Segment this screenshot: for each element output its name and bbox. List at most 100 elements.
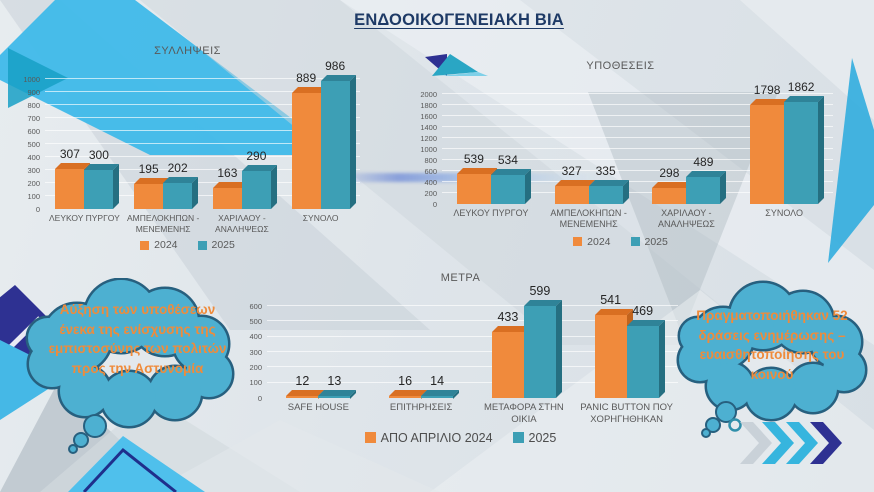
value-label: 13: [327, 373, 342, 388]
funnel-triangle-decor: [588, 92, 778, 335]
legend-label: 2025: [644, 235, 668, 248]
bar-group: 16 14: [370, 306, 473, 398]
value-label: 889: [296, 71, 317, 86]
legend-label: 2025: [528, 430, 557, 445]
value-label: 986: [325, 58, 346, 73]
teal-triangle-decor: [8, 48, 68, 108]
value-label: 1798: [753, 83, 781, 98]
chevron-cyan-icon: [762, 422, 794, 464]
plot-area: 12 13 16 14 433 599 541 469: [267, 284, 678, 398]
category-label: ΛΕΥΚΟΥ ΠΥΡΓΟΥ: [453, 208, 529, 218]
bar-group: 541 469: [575, 293, 678, 398]
legend-swatch: [364, 432, 376, 444]
legend-swatch: [140, 240, 150, 250]
cyan-mountain-decor: [68, 436, 205, 492]
y-tick-label: 600: [27, 126, 40, 136]
value-label: 202: [167, 160, 188, 175]
bar-2024: 298: [652, 166, 693, 204]
bar-2025: 599: [523, 284, 562, 398]
callout-left-text: Αύξηση των υποθέσεων ένεκα της ενίσχυσης…: [48, 302, 227, 376]
value-label: 539: [463, 152, 484, 167]
legend-label: 2025: [211, 239, 235, 252]
y-tick-label: 0: [432, 199, 437, 209]
thought-cloud-icon: [25, 277, 235, 454]
value-label: 14: [430, 373, 445, 388]
value-label: 534: [497, 152, 518, 167]
plot-area: 307 300 195 202 163 290 889 986: [45, 59, 360, 209]
legend-swatch: [573, 237, 583, 246]
page-title: ΕΝΔΟΟΙΚΟΓΕΝΕΙΑΚΗ ΒΙΑ: [354, 11, 564, 29]
cyan-band-decor: [0, 0, 340, 155]
y-tick-label: 1400: [420, 122, 437, 132]
y-tick-label: 100: [249, 377, 262, 387]
bar-2024: 327: [554, 164, 595, 204]
bar-group: 433 599: [473, 284, 576, 398]
bar-2024: 163: [212, 166, 248, 209]
legend-swatch: [512, 432, 524, 444]
y-axis: 0 100 200 300 400 500 600 700 800 900 1000: [15, 75, 45, 212]
thought-cloud-right: [668, 280, 868, 445]
bar-απο-απριλιο-2024: 12: [286, 374, 325, 398]
bar-2025: 489: [686, 155, 727, 204]
gridlines: [442, 93, 833, 204]
chart-measures: ΜΕΤΡΑ 0 100 200 300 400 500 600 12 13 16 14 433 599…: [243, 272, 678, 470]
category-label: ΧΑΡΙΛΑΟΥ - ΑΝΑΛΗΨΕΩΣ: [657, 208, 715, 230]
faint-mountain-decor: [150, 420, 440, 492]
bar-απο-απριλιο-2024: 16: [389, 374, 428, 398]
y-tick-label: 300: [249, 347, 262, 357]
category-label: SAFE HOUSE: [287, 402, 349, 413]
bar-2025: 1862: [784, 80, 825, 204]
value-label: 298: [659, 165, 680, 180]
category-label: ΜΕΤΑΦΟΡΑ ΣΤΗΝ ΟΙΚΙΑ: [483, 402, 564, 425]
y-axis: 0 100 200 300 400 500 600: [243, 302, 267, 401]
value-label: 489: [693, 155, 714, 170]
thought-cloud-icon: [676, 280, 868, 438]
legend: 2024 2025: [15, 239, 360, 251]
category-label: ΛΕΥΚΟΥ ΠΥΡΓΟΥ: [48, 213, 120, 223]
legend-item: 2025: [197, 239, 235, 252]
paper-plane-icon: [425, 54, 488, 76]
chart-title: ΣΥΛΛΗΨΕΙΣ: [154, 45, 221, 57]
legend-item: 2025: [512, 430, 557, 445]
value-label: 1862: [787, 79, 815, 94]
chart-arrests: ΣΥΛΛΗΨΕΙΣ 0 100 200 300 400 500 600 700 800 900 10…: [15, 45, 360, 275]
value-label: 307: [59, 147, 80, 162]
bar-group: 307 300: [45, 79, 124, 209]
chevron-cyan-icon: [786, 422, 818, 464]
gridlines: [267, 305, 678, 398]
y-tick-label: 400: [249, 331, 262, 341]
category-label: ΑΜΠΕΛΟΚΗΠΩΝ - ΜΕΝΕΜΕΝΗΣ: [550, 208, 627, 230]
y-tick-label: 1800: [420, 100, 437, 110]
value-label: 163: [217, 165, 238, 180]
bar-2025: 14: [421, 374, 460, 398]
ring-icon: [728, 418, 742, 432]
bar-group: 539 534: [442, 94, 540, 204]
bar-group: 889 986: [281, 59, 360, 209]
y-tick-label: 0: [35, 204, 40, 214]
legend: ΑΠΟ ΑΠΡΙΛΙΟ 2024 2025: [243, 431, 678, 445]
bar-2025: 335: [588, 164, 629, 204]
gray-band2-decor: [140, 0, 770, 345]
category-label: ΧΑΡΙΛΑΟΥ - ΑΝΑΛΗΨΕΩΣ: [215, 213, 269, 234]
corner-triangle-decor: [740, 0, 874, 120]
bar-group: 195 202: [124, 79, 203, 209]
legend-item: ΑΠΟ ΑΠΡΙΛΙΟ 2024: [364, 431, 493, 445]
callout-right-text: Πραγματοποιήθηκαν 52 δράσεις ενημέρωσης …: [696, 308, 848, 382]
value-label: 12: [295, 373, 310, 388]
y-tick-label: 600: [424, 166, 437, 176]
y-tick-label: 200: [249, 362, 262, 372]
legend-swatch: [630, 237, 640, 246]
y-tick-label: 1000: [23, 74, 40, 84]
plot-area: 539 534 327 335 298 489 1798 1862: [442, 80, 833, 204]
y-tick-label: 400: [424, 177, 437, 187]
chevron-gray-icon: [740, 422, 772, 464]
y-tick-label: 300: [27, 165, 40, 175]
value-label: 195: [138, 161, 159, 176]
value-label: 300: [88, 148, 109, 162]
y-tick-label: 500: [249, 316, 262, 326]
bar-2025: 300: [84, 148, 120, 209]
y-axis: 0 200 400 600 800 1000 1200 1400 1600 1800 2000: [408, 90, 442, 207]
chevron-navy-icon: [810, 422, 842, 464]
legend: 2024 2025: [408, 236, 833, 248]
